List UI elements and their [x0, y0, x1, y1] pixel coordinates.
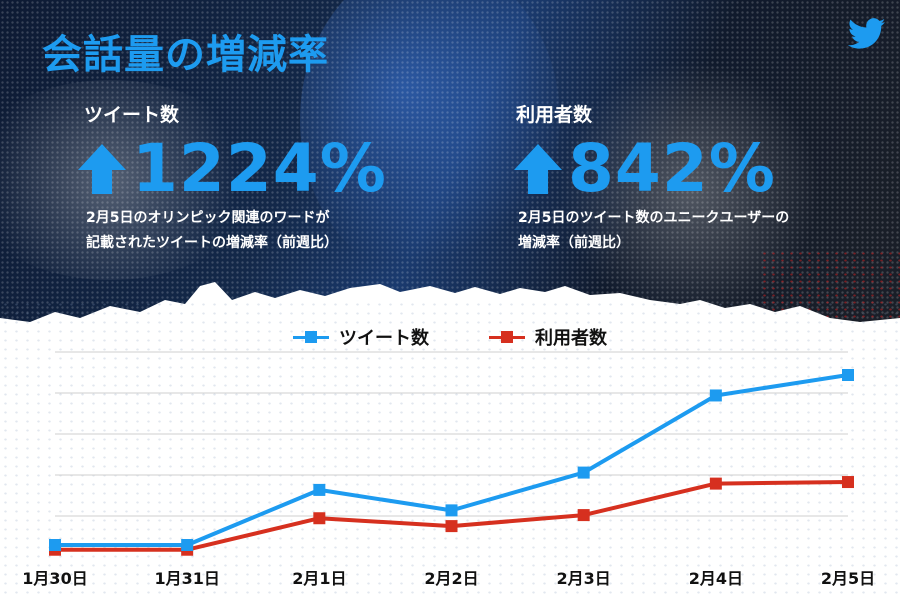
legend-swatch	[489, 330, 525, 344]
legend-label: ツイート数	[339, 328, 429, 349]
data-point-tweets	[445, 504, 458, 517]
data-point-tweets	[842, 369, 854, 381]
legend-item-tweets: ツイート数	[293, 324, 429, 350]
stat-label-users: 利用者数	[516, 104, 593, 126]
data-point-users	[313, 512, 326, 525]
legend-label: 利用者数	[535, 328, 607, 349]
stat-value-tweets: 1224%	[132, 130, 387, 207]
data-point-tweets	[709, 389, 722, 402]
x-tick-label: 2月3日	[557, 569, 611, 588]
x-tick-label: 2月2日	[424, 569, 478, 588]
stat-label-tweets: ツイート数	[84, 104, 180, 126]
legend-item-users: 利用者数	[489, 324, 607, 350]
description-line: 記載されたツイートの増減率（前週比）	[86, 235, 338, 251]
data-point-users	[842, 476, 854, 489]
description-line: 増減率（前週比）	[518, 235, 630, 251]
data-point-users	[445, 520, 458, 533]
x-tick-label: 1月30日	[22, 569, 87, 588]
stat-description-tweets: 2月5日のオリンピック関連のワードが 記載されたツイートの増減率（前週比）	[86, 206, 446, 256]
x-tick-label: 2月4日	[689, 569, 743, 588]
description-line: 2月5日のオリンピック関連のワードが	[86, 210, 330, 226]
data-point-users	[709, 477, 722, 490]
x-tick-label: 2月1日	[292, 569, 346, 588]
photo-shape	[300, 0, 560, 280]
photo-shape	[0, 80, 260, 280]
twitter-bird-icon	[848, 18, 886, 49]
page-title: 会話量の増減率	[42, 32, 329, 78]
x-tick-label: 2月5日	[821, 569, 875, 588]
up-arrow-icon	[514, 144, 562, 194]
legend-swatch	[293, 330, 329, 344]
up-arrow-icon	[78, 144, 126, 194]
description-line: 2月5日のツイート数のユニークユーザーの	[518, 210, 790, 226]
stat-description-users: 2月5日のツイート数のユニークユーザーの 増減率（前週比）	[518, 206, 878, 256]
data-point-tweets	[577, 466, 590, 479]
x-tick-label: 1月31日	[154, 569, 219, 588]
data-point-users	[577, 509, 590, 522]
halftone-texture	[0, 0, 900, 340]
hero-background	[0, 0, 900, 340]
data-point-tweets	[181, 539, 194, 551]
chart-legend: ツイート数 利用者数	[0, 324, 900, 350]
series-line-tweets	[55, 373, 849, 547]
data-point-tweets	[49, 539, 61, 551]
stat-value-users: 842%	[568, 130, 776, 207]
data-point-tweets	[313, 483, 326, 496]
